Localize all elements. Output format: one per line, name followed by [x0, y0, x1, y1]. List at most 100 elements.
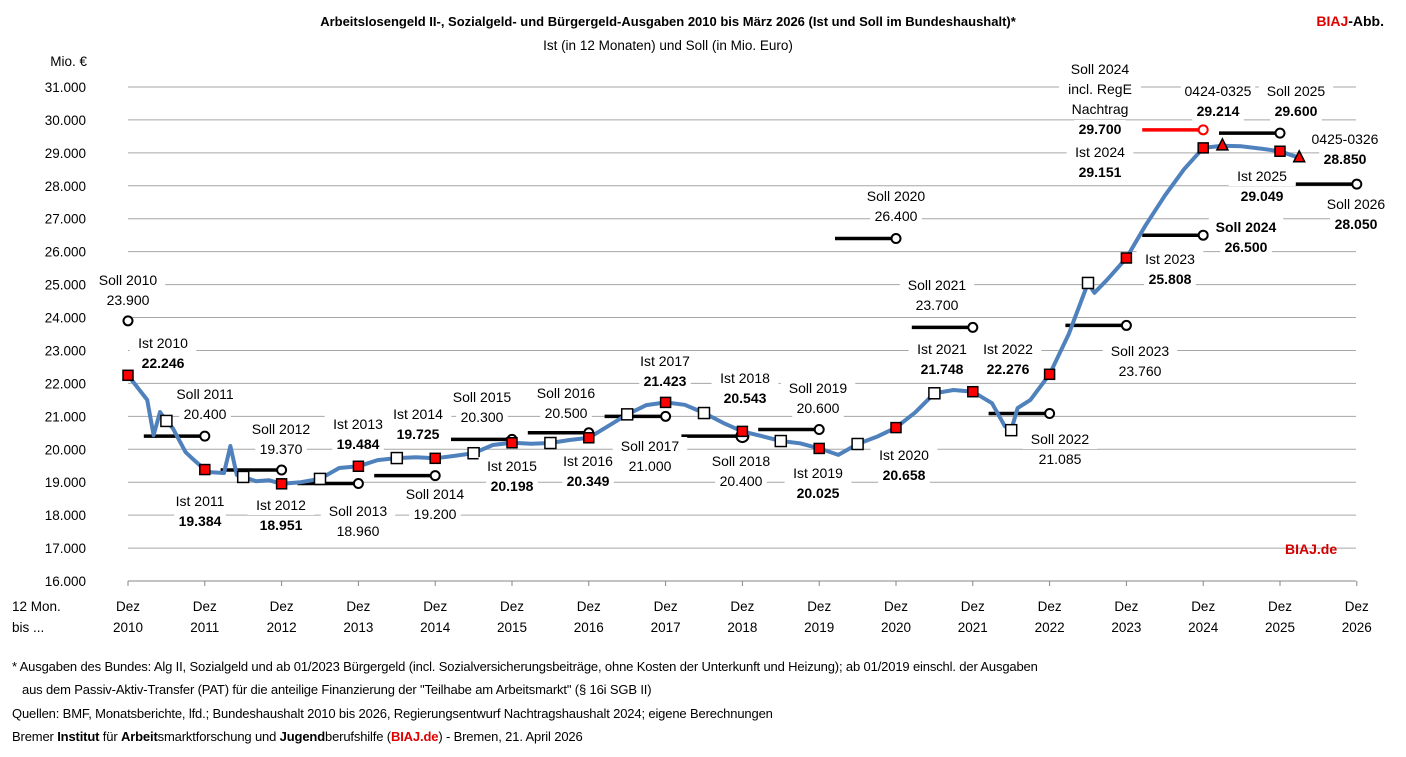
ist-jun-marker [390, 451, 404, 465]
x-tick-label: 2024 [1188, 620, 1219, 635]
data-label: Soll 2011 20.400 [167, 385, 243, 424]
label-text: Soll 2025 [1267, 83, 1326, 99]
ist-dez-marker [275, 478, 288, 490]
label-bg [1059, 80, 1141, 99]
ist-triangle-marker [1292, 149, 1306, 163]
label-bg [247, 496, 315, 515]
ist-dez-marker [122, 369, 134, 382]
label-text: 29.049 [1241, 188, 1284, 204]
data-label: Soll 2024 incl. RegE Nachtrag 29.700 [1059, 60, 1141, 139]
label-bg [870, 207, 922, 226]
x-tick-label: 2010 [113, 620, 143, 635]
ist-dez-marker [1043, 368, 1056, 381]
label-text: 19.370 [260, 441, 303, 457]
axes: 16.000 17.000 18.000 19.000 20.000 21.000 22.0… [12, 54, 1372, 635]
label-text: 0424-0325 [1185, 83, 1252, 99]
label-text: Soll 2024 [1071, 61, 1130, 77]
label-text: Ist 2022 [983, 341, 1033, 357]
label-bg [456, 408, 508, 427]
label-bg [137, 354, 189, 373]
soll-marker-2021 [967, 321, 979, 333]
label-text: 29.214 [1197, 103, 1240, 119]
ist-jun-marker [160, 414, 173, 428]
label-bg [409, 505, 461, 524]
label-bg [780, 379, 856, 398]
label-bg [255, 516, 307, 535]
x-axis-label: bis ... [12, 620, 44, 635]
data-label: Ist 2021 21.748 [908, 340, 976, 379]
label-text: 20.500 [545, 405, 588, 421]
x-tick-label: 2021 [958, 620, 988, 635]
label-text: Soll 2011 [176, 386, 234, 402]
y-tick-label: 24.000 [45, 311, 86, 326]
data-label: 0424-0325 29.214 [1180, 82, 1256, 121]
label-bg [1192, 102, 1244, 121]
label-bg [974, 340, 1042, 359]
ist-jun-marker [774, 434, 788, 448]
label-bg [719, 389, 771, 408]
credit-bold: Institut [57, 729, 100, 744]
label-text: Ist 2018 [720, 370, 770, 386]
label-bg [384, 405, 452, 424]
y-tick-label: 17.000 [45, 541, 86, 556]
data-label: Soll 2014 19.200 [397, 485, 473, 524]
label-bg [540, 404, 592, 423]
label-text: Ist 2019 [793, 465, 843, 481]
label-bg [792, 399, 844, 418]
data-label: Soll 2017 21.000 [612, 437, 688, 476]
label-bg [1270, 102, 1322, 121]
ist-jun-marker [467, 446, 480, 460]
label-bg [397, 485, 473, 504]
label-text: 19.725 [397, 426, 440, 442]
data-label: Ist 2019 20.025 [784, 464, 852, 503]
x-tick-label: 2011 [190, 620, 219, 635]
label-text: Nachtrag [1072, 101, 1129, 117]
ist-dez-marker [1120, 252, 1133, 264]
ist-dez-marker [659, 396, 672, 409]
label-text: 26.500 [1225, 239, 1268, 255]
label-bg [703, 452, 779, 471]
x-tick-label: Dez [346, 599, 370, 614]
label-bg [166, 492, 234, 511]
y-tick-label: 23.000 [45, 343, 86, 358]
soll-marker-2011 [199, 430, 211, 442]
label-text: Ist 2024 [1075, 144, 1125, 160]
label-bg [1220, 238, 1272, 257]
data-label: Ist 2018 20.543 [711, 369, 779, 408]
label-bg [562, 472, 614, 491]
label-text: Ist 2017 [640, 353, 690, 369]
watermark: BIAJ.de [1285, 541, 1338, 557]
label-text: Ist 2023 [1145, 251, 1195, 267]
ist-dez-marker [199, 463, 211, 476]
label-text: 0425-0326 [1312, 131, 1379, 147]
label-bg [911, 296, 963, 315]
soll-segments [122, 124, 1363, 490]
label-bg [908, 340, 976, 359]
soll-marker-2012 [276, 464, 288, 476]
data-label: Ist 2017 21.423 [631, 352, 699, 391]
ist-dez-marker [429, 452, 441, 465]
data-label: Ist 2014 19.725 [384, 405, 452, 444]
data-label: Ist 2012 18.951 [247, 496, 315, 535]
credit-link[interactable]: BIAJ.de [390, 729, 439, 744]
label-text: 18.960 [337, 523, 380, 539]
soll-marker-2026 [1351, 178, 1363, 190]
brand-red: BIAJ [1316, 13, 1349, 29]
label-bg [478, 457, 546, 476]
label-text: Soll 2023 [1111, 343, 1170, 359]
x-tick-label: Dez [500, 599, 524, 614]
label-bg [1102, 342, 1178, 361]
label-text: 23.900 [107, 292, 150, 308]
label-bg [332, 435, 384, 454]
y-tick-label: 16.000 [45, 574, 86, 589]
x-tick-label: 2020 [881, 620, 911, 635]
brand-label: BIAJ-Abb. [1316, 13, 1384, 29]
soll-marker-2019 [813, 424, 825, 436]
ist-dez-marker [583, 432, 595, 444]
label-text: Ist 2020 [879, 447, 929, 463]
label-text: Soll 2024 [1216, 219, 1277, 235]
label-text: 26.400 [875, 208, 918, 224]
label-text: Ist 2013 [333, 416, 383, 432]
label-text: 19.384 [179, 513, 222, 529]
label-text: 25.808 [1149, 271, 1192, 287]
